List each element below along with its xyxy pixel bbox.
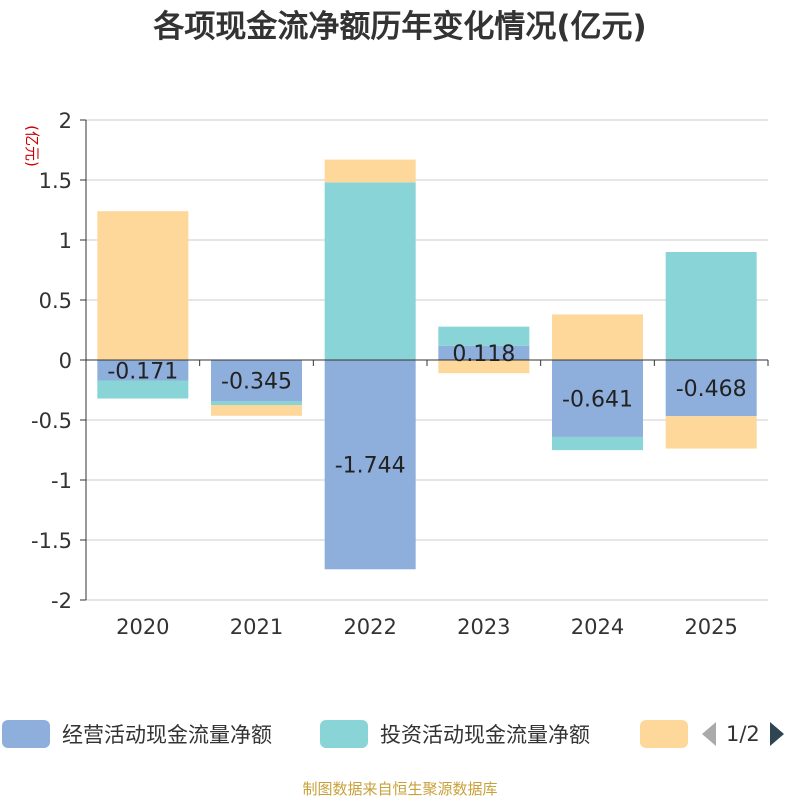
bar-2022-series-0 — [324, 360, 416, 570]
data-label: -0.345 — [221, 370, 292, 395]
bar-2024-series-2 — [552, 314, 643, 360]
bar-2021-series-2 — [211, 405, 302, 416]
legend-item-operating[interactable]: 经营活动现金流量净额 — [2, 716, 272, 752]
next-page-icon[interactable] — [768, 720, 786, 748]
legend-swatch-financing — [640, 720, 688, 748]
legend-label-investing: 投资活动现金流量净额 — [380, 723, 590, 747]
legend-pager: 1/2 — [700, 716, 786, 752]
bar-2021-series-1 — [211, 401, 302, 405]
bar-2020-series-2 — [97, 211, 189, 360]
bar-2020-series-0 — [97, 360, 189, 381]
legend-page-indicator: 1/2 — [726, 722, 760, 746]
x-tick-label: 2022 — [343, 615, 396, 639]
legend-label-operating: 经营活动现金流量净额 — [62, 723, 272, 747]
data-label: -0.641 — [562, 387, 633, 412]
bar-2020-series-1 — [97, 380, 189, 399]
y-tick-label: 0.5 — [39, 289, 72, 313]
y-axis-label: (亿元) — [23, 125, 41, 167]
bar-2022-series-1 — [324, 182, 416, 360]
bar-2025-series-2 — [665, 416, 757, 449]
bar-2023-series-2 — [438, 360, 530, 374]
legend-item-investing[interactable]: 投资活动现金流量净额 — [320, 716, 590, 752]
bar-2025-series-0 — [665, 360, 757, 417]
x-tick-label: 2024 — [571, 615, 624, 639]
bar-2021-series-0 — [211, 360, 302, 402]
y-tick-label: 2 — [59, 109, 72, 133]
data-label: -0.468 — [676, 377, 747, 402]
legend-item-financing[interactable] — [640, 716, 700, 752]
x-tick-label: 2023 — [457, 615, 510, 639]
bar-2022-series-2 — [324, 159, 416, 183]
bar-2023-series-1 — [438, 326, 530, 346]
y-tick-label: -1 — [51, 469, 72, 493]
bar-2024-series-1 — [552, 436, 643, 451]
legend-swatch-investing — [320, 720, 368, 748]
legend-swatch-operating — [2, 720, 50, 748]
y-tick-label: 1.5 — [39, 169, 72, 193]
legend: 经营活动现金流量净额 投资活动现金流量净额 1/2 — [0, 716, 800, 756]
bar-2023-series-0 — [438, 345, 530, 360]
data-label: -1.744 — [335, 454, 406, 479]
y-tick-label: -0.5 — [31, 409, 72, 433]
y-tick-label: 0 — [59, 349, 72, 373]
bar-2025-series-1 — [665, 252, 757, 360]
y-tick-label: -2 — [51, 589, 72, 613]
bar-2024-series-0 — [552, 360, 643, 437]
x-tick-label: 2021 — [230, 615, 283, 639]
x-tick-label: 2025 — [684, 615, 737, 639]
source-note: 制图数据来自恒生聚源数据库 — [302, 780, 498, 798]
chart-title: 各项现金流净额历年变化情况(亿元) — [153, 9, 647, 45]
data-label: -0.171 — [107, 359, 178, 384]
y-tick-label: -1.5 — [31, 529, 72, 553]
x-tick-label: 2020 — [116, 615, 169, 639]
prev-page-icon[interactable] — [700, 720, 718, 748]
y-tick-label: 1 — [59, 229, 72, 253]
data-label: 0.118 — [452, 342, 515, 367]
